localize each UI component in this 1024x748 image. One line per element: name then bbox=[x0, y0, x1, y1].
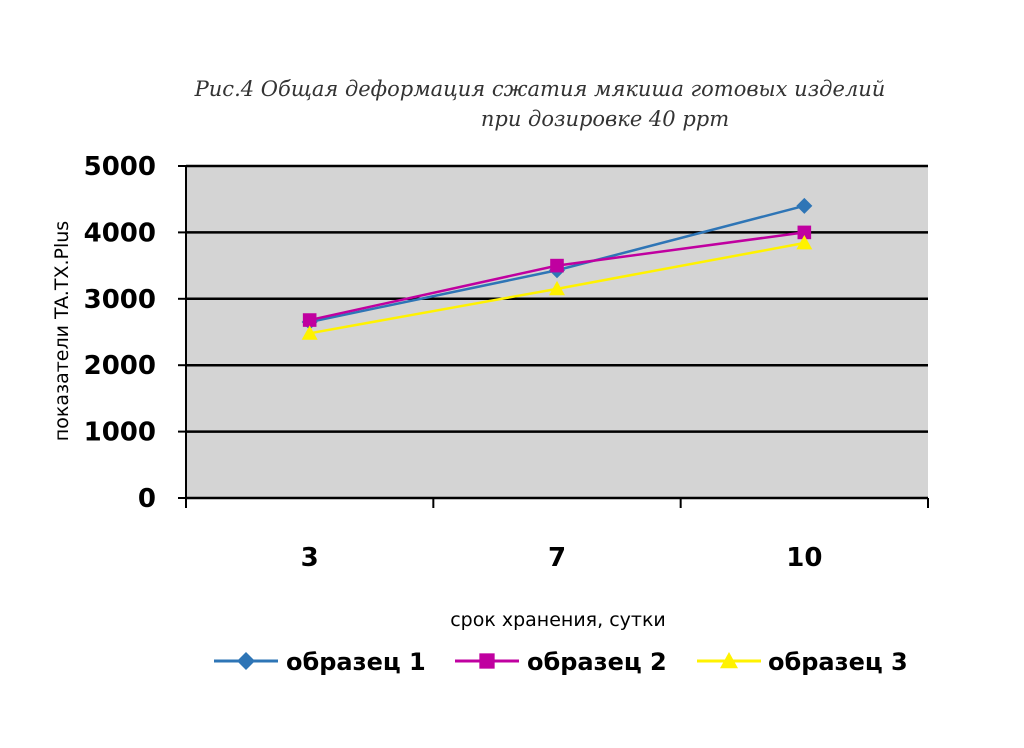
y-tick-label: 2000 bbox=[84, 351, 156, 381]
diamond-marker bbox=[796, 197, 813, 214]
x-axis bbox=[185, 166, 929, 508]
caption-line-1: Рис.4 Общая деформация сжатия мякиша гот… bbox=[194, 77, 886, 101]
diamond-marker bbox=[237, 652, 255, 670]
legend: образец 1 образец 2 образец 3 bbox=[214, 648, 908, 676]
legend-item-3: образец 3 bbox=[697, 648, 908, 676]
x-tick-label: 10 bbox=[786, 543, 822, 573]
legend-item-2: образец 2 bbox=[455, 648, 667, 676]
square-marker bbox=[302, 313, 317, 327]
y-axis-ticks: 0 1000 2000 3000 4000 5000 bbox=[84, 152, 186, 514]
square-marker bbox=[479, 653, 495, 669]
x-axis-title: срок хранения, сутки bbox=[450, 609, 666, 631]
legend-item-1: образец 1 bbox=[214, 648, 426, 676]
y-tick-label: 4000 bbox=[84, 218, 156, 248]
y-axis-title: показатели TA.TX.Plus bbox=[51, 221, 73, 441]
legend-label: образец 2 bbox=[527, 648, 667, 676]
triangle-marker bbox=[796, 235, 813, 250]
y-tick-label: 3000 bbox=[84, 285, 156, 315]
legend-label: образец 1 bbox=[286, 648, 426, 676]
x-axis-ticks: 3 7 10 bbox=[301, 543, 823, 573]
y-tick-label: 5000 bbox=[84, 152, 156, 182]
series-2 bbox=[302, 225, 812, 327]
series-group bbox=[301, 197, 813, 340]
caption-line-2: при дозировке 40 ppm bbox=[480, 107, 730, 131]
y-tick-label: 1000 bbox=[84, 418, 156, 448]
legend-label: образец 3 bbox=[768, 648, 908, 676]
square-marker bbox=[797, 225, 812, 240]
triangle-marker bbox=[720, 652, 738, 669]
y-tick-label: 0 bbox=[138, 484, 156, 514]
x-tick-label: 3 bbox=[301, 543, 319, 573]
plot-area bbox=[186, 166, 928, 498]
square-marker bbox=[550, 258, 564, 273]
chart-caption: Рис.4 Общая деформация сжатия мякиша гот… bbox=[150, 74, 990, 134]
triangle-marker bbox=[549, 280, 565, 296]
series-3 bbox=[301, 235, 813, 340]
x-tick-label: 7 bbox=[548, 543, 566, 573]
triangle-marker bbox=[301, 325, 318, 340]
